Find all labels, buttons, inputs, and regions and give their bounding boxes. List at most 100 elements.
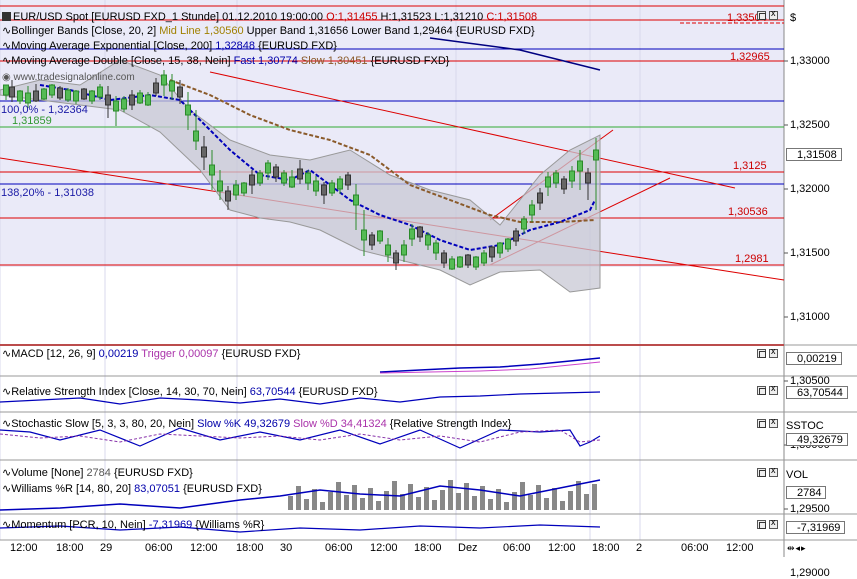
rsi-value: 63,70544 — [249, 386, 296, 398]
wave-icon: ∿ — [2, 483, 12, 495]
bollinger-mid: Mid Line 1,30560 — [159, 25, 244, 37]
stoch-k-line — [0, 427, 601, 449]
volume-bar — [384, 491, 389, 510]
candle-body — [225, 190, 231, 202]
axis-bg — [784, 0, 857, 557]
price-tick-label: 1,32000 — [790, 183, 830, 195]
candle-body — [577, 160, 583, 172]
bollinger-upper: Upper Band 1,31656 — [246, 25, 349, 37]
candle-body — [97, 86, 103, 98]
ema-head: Moving Average Exponential [Close, 200] — [11, 40, 213, 52]
candle-body — [449, 258, 455, 270]
volume-head: Volume [None] — [11, 467, 84, 479]
williams-line — [0, 479, 601, 511]
momentum-head: Momentum [PCR, 10, Nein] — [11, 519, 146, 531]
candle-body — [585, 172, 591, 184]
stoch-head: Stochastic Slow [5, 3, 3, 80, 20, Nein] — [11, 418, 195, 430]
williams-sym: {EURUSD FXD} — [183, 483, 262, 495]
hline-label-3: 1,3125 — [733, 160, 767, 172]
stoch-badge: 49,32679 — [786, 433, 848, 446]
candle-body — [433, 242, 439, 254]
candle-body — [145, 94, 151, 106]
candle-body — [353, 194, 359, 206]
candle-body — [305, 172, 311, 184]
scroll-arrows-icon[interactable]: ⇹◂▸ — [787, 543, 807, 553]
rsi-head: Relative Strength Index [Close, 14, 30, … — [11, 386, 247, 398]
candle-body — [9, 86, 15, 98]
stoch-legend: ∿Stochastic Slow [5, 3, 3, 80, 20, Nein]… — [2, 418, 511, 431]
volume-close-button[interactable] — [769, 465, 778, 477]
candle-body — [153, 82, 159, 94]
price-tick-label: 1,33000 — [790, 55, 830, 67]
candle-body — [121, 98, 127, 110]
momentum-maximize-button[interactable] — [757, 520, 766, 529]
rsi-sym: {EURUSD FXD} — [298, 386, 378, 398]
rsi-maximize-button[interactable] — [757, 386, 766, 395]
stoch-d-line — [0, 429, 601, 443]
candle-body — [233, 184, 239, 196]
wave-icon: ∿ — [2, 519, 12, 531]
stoch-sym: {Relative Strength Index} — [389, 418, 512, 430]
time-tick-label: 12:00 — [370, 542, 398, 554]
rsi-line — [0, 391, 601, 405]
macd-close-button[interactable] — [769, 346, 778, 358]
stoch-axis-name: SSTOC — [786, 420, 824, 432]
wave-icon: ∿ — [2, 348, 12, 360]
volume-axis-name: VOL — [786, 469, 809, 481]
macd-maximize-button[interactable] — [757, 349, 766, 358]
volume-bar — [432, 500, 437, 510]
macd-head: MACD [12, 26, 9] — [11, 348, 96, 360]
chart-canvas[interactable] — [0, 0, 857, 557]
candle-body — [321, 184, 327, 196]
symbol-title: EUR/USD Spot [EURUSD FXD_1 Stunde] 01.12… — [13, 11, 324, 23]
candle-body — [113, 100, 119, 112]
volume-bar — [504, 502, 509, 510]
stoch-maximize-button[interactable] — [757, 419, 766, 428]
maximize-panel-button[interactable] — [757, 11, 766, 20]
time-tick-label: 18:00 — [56, 542, 84, 554]
price-layer — [0, 5, 788, 510]
volume-bar — [344, 495, 349, 510]
close-panel-button[interactable] — [769, 8, 778, 20]
volume-bar — [576, 481, 581, 510]
hline-label-5: 1,2981 — [735, 253, 769, 265]
volume-maximize-button[interactable] — [757, 468, 766, 477]
time-tick-label: 06:00 — [681, 542, 709, 554]
ema-value: 1,32848 — [215, 40, 256, 52]
volume-bar — [368, 488, 373, 510]
candle-body — [409, 228, 415, 240]
candle-body — [505, 238, 511, 250]
wave-icon: ∿ — [2, 386, 12, 398]
ohlc-high: H:1,31523 — [380, 11, 432, 23]
candle-body — [545, 176, 551, 188]
candle-body — [569, 170, 575, 182]
candle-body — [457, 256, 463, 268]
candle-body — [489, 246, 495, 258]
candle-body — [289, 176, 295, 188]
volume-bar — [296, 486, 301, 510]
volume-badge: 2784 — [786, 486, 827, 499]
volume-bar — [400, 494, 405, 510]
stoch-close-button[interactable] — [769, 416, 778, 428]
candle-body — [553, 172, 559, 184]
rsi-close-button[interactable] — [769, 383, 778, 395]
candle-body — [129, 94, 135, 106]
ohlc-close: C:1,31508 — [486, 11, 538, 23]
time-tick-label: 12:00 — [190, 542, 218, 554]
momentum-close-button[interactable] — [769, 517, 778, 529]
volume-bar — [288, 496, 293, 510]
macd-badge: 0,00219 — [786, 352, 842, 365]
momentum-value: -7,31969 — [148, 519, 193, 531]
rsi-badge: 63,70544 — [786, 386, 848, 399]
time-tick-label: 12:00 — [726, 542, 754, 554]
macd-legend: ∿MACD [12, 26, 9] 0,00219 Trigger 0,0009… — [2, 348, 300, 361]
hline-label-top: 1,33504 — [727, 12, 767, 24]
volume-bar — [552, 488, 557, 510]
wave-icon: ∿ — [2, 40, 12, 52]
macd-line — [379, 357, 601, 373]
candle-body — [345, 174, 351, 186]
candle-body — [209, 164, 215, 176]
volume-bar — [376, 501, 381, 510]
symbol-color-swatch — [2, 12, 11, 21]
currency-label: $ — [790, 12, 797, 24]
